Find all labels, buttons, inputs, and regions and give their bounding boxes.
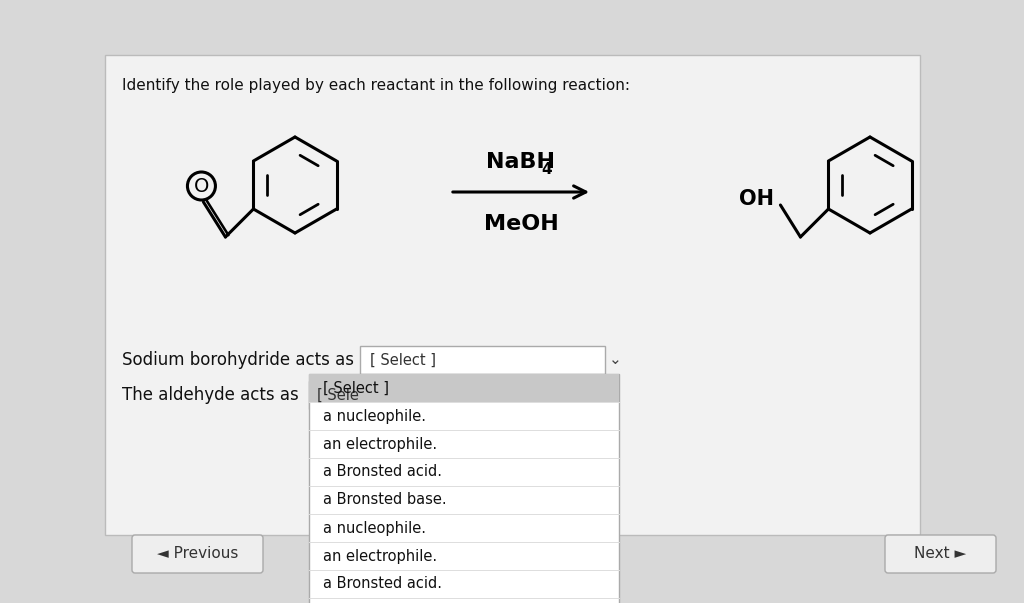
- Text: a nucleophile.: a nucleophile.: [323, 408, 426, 423]
- Text: The aldehyde acts as: The aldehyde acts as: [122, 386, 299, 404]
- Text: a Bronsted base.: a Bronsted base.: [323, 493, 446, 508]
- Text: Sodium borohydride acts as: Sodium borohydride acts as: [122, 351, 354, 369]
- Bar: [309, 374, 618, 603]
- FancyBboxPatch shape: [105, 55, 920, 535]
- Text: OH: OH: [739, 189, 774, 209]
- Text: Next ►: Next ►: [914, 546, 967, 561]
- Text: a Bronsted acid.: a Bronsted acid.: [323, 464, 442, 479]
- Text: a nucleophile.: a nucleophile.: [323, 520, 426, 535]
- FancyBboxPatch shape: [885, 535, 996, 573]
- Text: NaBH: NaBH: [486, 152, 555, 172]
- Text: an electrophile.: an electrophile.: [323, 549, 437, 563]
- Text: MeOH: MeOH: [483, 214, 558, 234]
- Text: [ Sele: [ Sele: [317, 388, 358, 402]
- Text: [ Select ]: [ Select ]: [370, 353, 436, 367]
- Text: Identify the role played by each reactant in the following reaction:: Identify the role played by each reactan…: [122, 78, 630, 93]
- Bar: [309, 381, 404, 409]
- Text: a Bronsted acid.: a Bronsted acid.: [323, 576, 442, 592]
- Text: [ Select ]: [ Select ]: [323, 380, 389, 396]
- Text: 4: 4: [542, 162, 552, 177]
- Text: ◄ Previous: ◄ Previous: [157, 546, 239, 561]
- Text: O: O: [194, 177, 209, 195]
- Text: an electrophile.: an electrophile.: [323, 437, 437, 452]
- Text: ⌄: ⌄: [608, 353, 622, 367]
- FancyBboxPatch shape: [132, 535, 263, 573]
- Bar: [360, 346, 605, 374]
- Bar: [309, 374, 618, 402]
